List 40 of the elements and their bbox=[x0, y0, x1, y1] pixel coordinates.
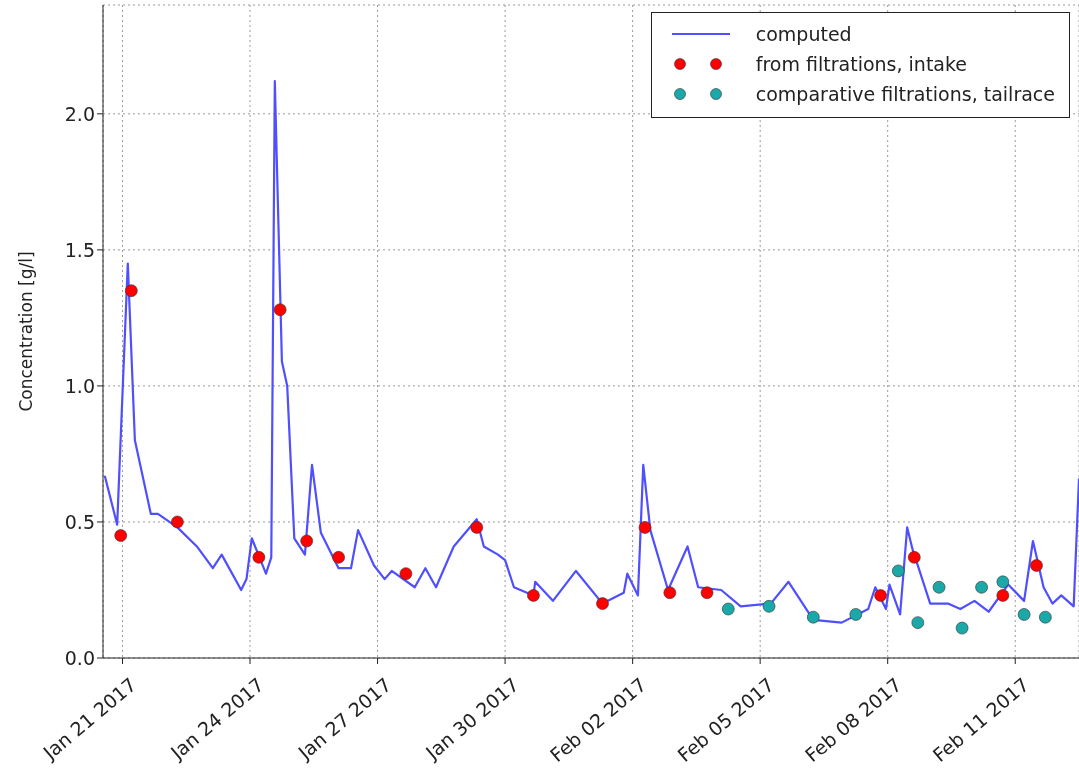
y-tick-label: 0.0 bbox=[64, 646, 95, 669]
point bbox=[125, 284, 138, 297]
point bbox=[996, 589, 1010, 602]
point bbox=[273, 303, 287, 317]
point bbox=[1030, 559, 1043, 572]
point bbox=[399, 567, 413, 580]
y-tick-label: 1.5 bbox=[64, 238, 95, 261]
legend-label: from filtrations, intake bbox=[755, 53, 967, 75]
point bbox=[700, 586, 714, 599]
point bbox=[849, 608, 863, 621]
point bbox=[955, 621, 969, 635]
point bbox=[252, 551, 266, 564]
point bbox=[1017, 608, 1031, 621]
point bbox=[596, 597, 609, 610]
y-tick-label: 1.0 bbox=[64, 374, 95, 397]
y-tick-label: 2.0 bbox=[64, 102, 95, 125]
y-axis-title: Concentration [g/l] bbox=[16, 251, 37, 412]
point bbox=[638, 521, 652, 534]
point bbox=[721, 602, 735, 616]
point bbox=[996, 575, 1010, 589]
line-series bbox=[103, 80, 1079, 624]
point bbox=[975, 580, 988, 594]
point bbox=[807, 610, 820, 624]
point bbox=[470, 521, 484, 534]
point bbox=[874, 589, 887, 602]
point bbox=[300, 534, 313, 548]
y-tick-label: 0.5 bbox=[64, 510, 95, 533]
point bbox=[114, 529, 128, 542]
point bbox=[911, 616, 925, 629]
point bbox=[762, 600, 776, 613]
point bbox=[907, 551, 921, 564]
point bbox=[932, 580, 946, 594]
point bbox=[663, 586, 677, 599]
point bbox=[527, 589, 540, 602]
legend-label: computed bbox=[755, 23, 852, 45]
legend-label: comparative filtrations, tailrace bbox=[755, 83, 1055, 105]
point bbox=[892, 564, 905, 578]
point bbox=[171, 515, 184, 529]
point bbox=[332, 551, 345, 564]
point bbox=[1039, 610, 1052, 624]
